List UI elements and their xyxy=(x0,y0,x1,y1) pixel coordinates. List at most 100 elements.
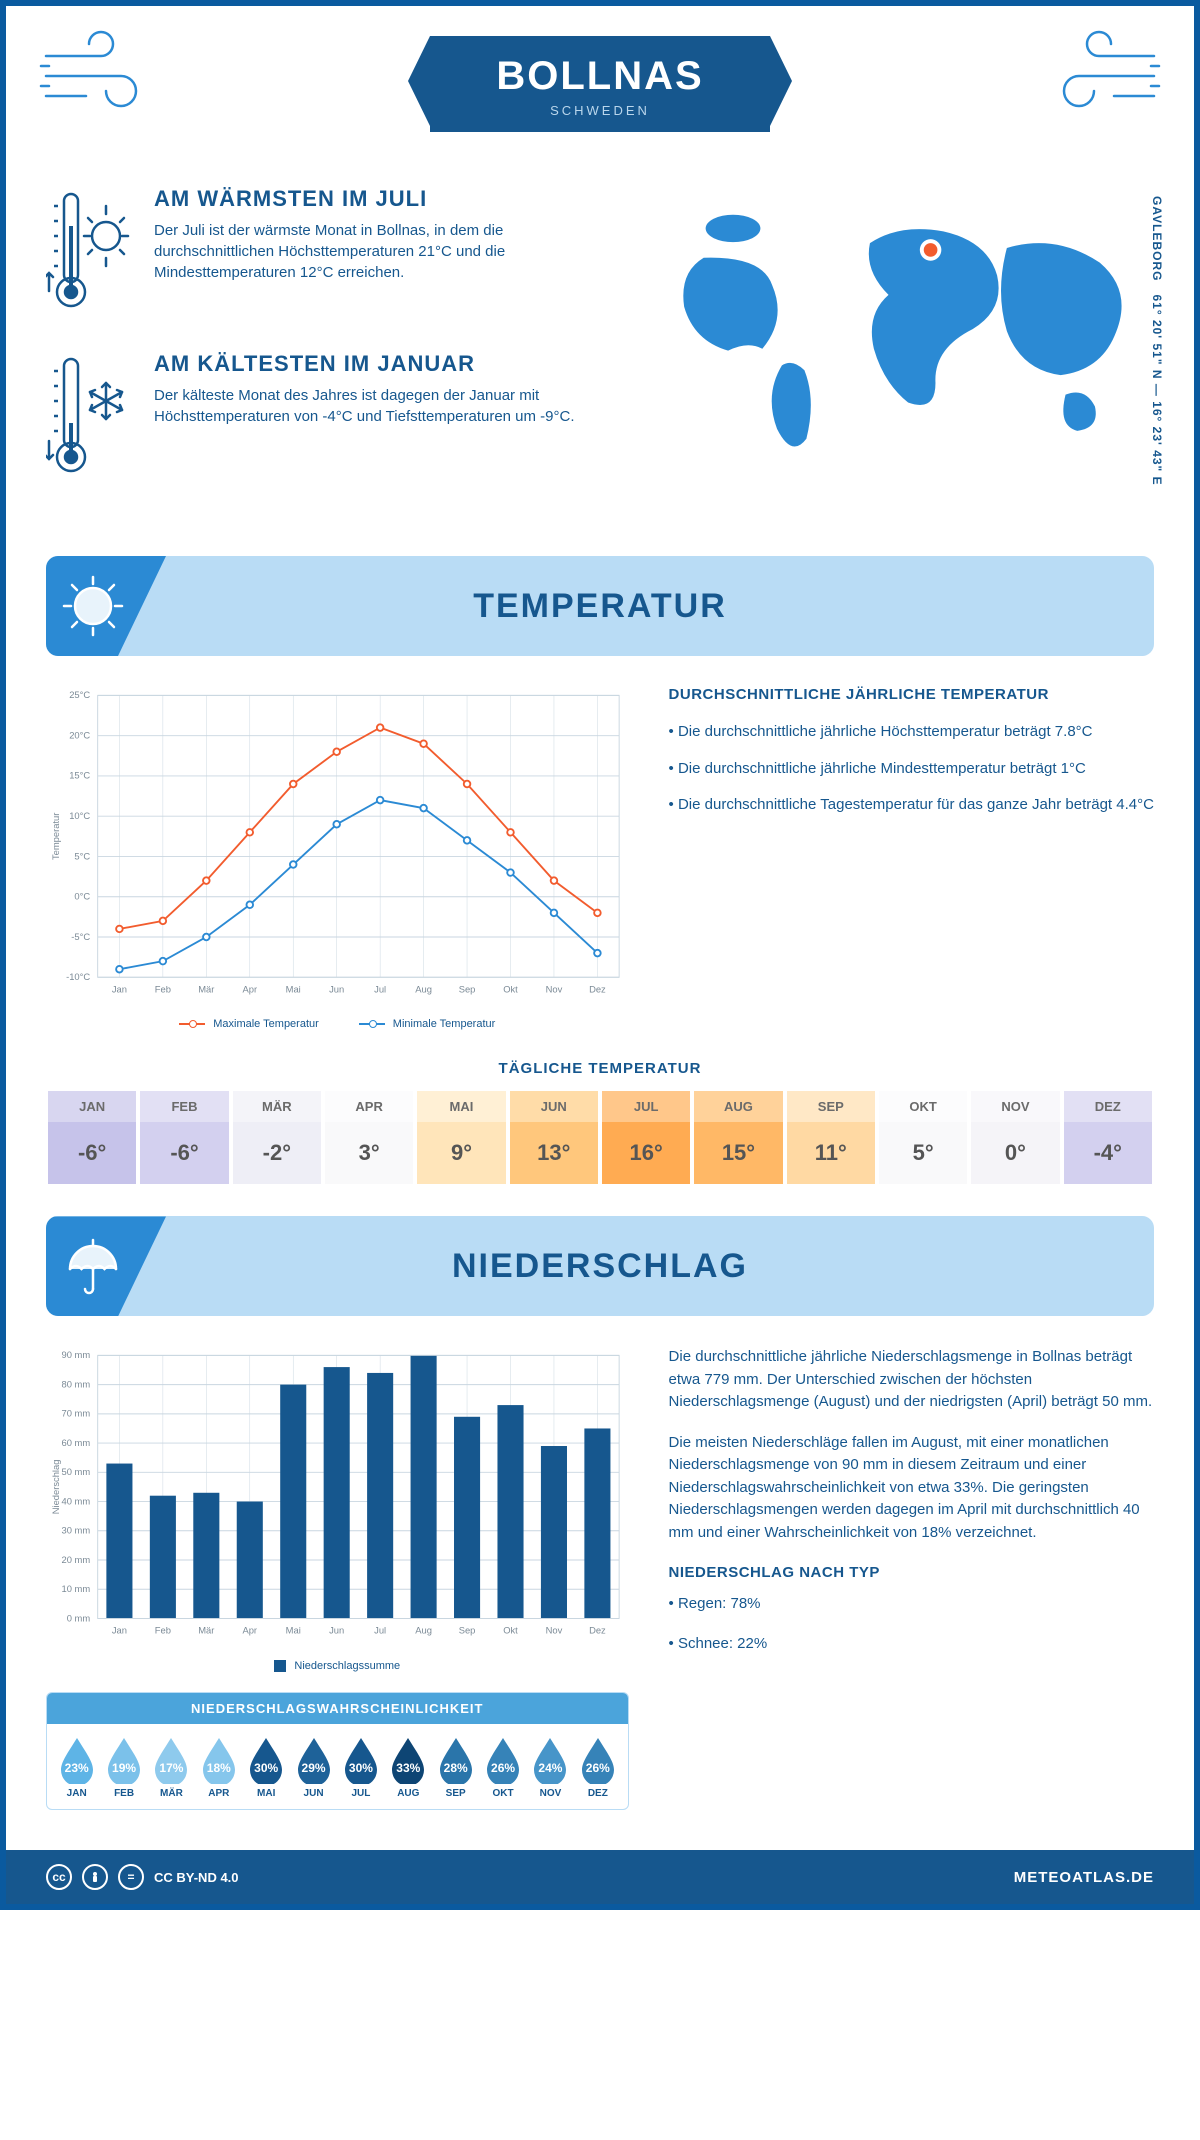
svg-text:Mai: Mai xyxy=(286,983,301,994)
raindrop-icon: 19% xyxy=(104,1736,144,1784)
svg-text:Dez: Dez xyxy=(589,983,606,994)
raindrop-icon: 18% xyxy=(199,1736,239,1784)
raindrop-icon: 17% xyxy=(151,1736,191,1784)
svg-text:0°C: 0°C xyxy=(74,891,90,902)
precip-type-snow: • Schnee: 22% xyxy=(669,1633,1154,1656)
section-precip-bar: NIEDERSCHLAG xyxy=(46,1216,1154,1316)
precip-description: Die durchschnittliche jährliche Niedersc… xyxy=(669,1346,1154,1810)
svg-text:Nov: Nov xyxy=(546,1625,563,1636)
daily-cell: SEP 11° xyxy=(785,1089,877,1186)
warmest-title: AM WÄRMSTEN IM JULI xyxy=(154,186,605,212)
prob-cell: 30% MAI xyxy=(243,1736,290,1799)
thermometer-warm-icon xyxy=(46,186,136,321)
precip-bar-chart: 0 mm10 mm20 mm30 mm40 mm50 mm60 mm70 mm8… xyxy=(46,1346,629,1647)
svg-text:10°C: 10°C xyxy=(69,810,90,821)
temp-legend: Maximale Temperatur Minimale Temperatur xyxy=(46,1018,629,1030)
svg-text:Dez: Dez xyxy=(589,1625,606,1636)
svg-text:30 mm: 30 mm xyxy=(62,1525,91,1536)
daily-cell: NOV 0° xyxy=(969,1089,1061,1186)
coordinates: GAVLEBORG 61° 20' 51" N — 16° 23' 43" E xyxy=(1150,196,1164,486)
raindrop-icon: 26% xyxy=(578,1736,618,1784)
svg-text:-10°C: -10°C xyxy=(66,971,90,982)
footer: cc = CC BY-ND 4.0 METEOATLAS.DE xyxy=(6,1850,1194,1904)
svg-text:Apr: Apr xyxy=(242,1625,257,1636)
daily-cell: JAN -6° xyxy=(46,1089,138,1186)
prob-cell: 30% JUL xyxy=(337,1736,384,1799)
title-banner: BOLLNAS SCHWEDEN xyxy=(430,36,770,132)
map-column: GAVLEBORG 61° 20' 51" N — 16° 23' 43" E xyxy=(645,186,1154,516)
svg-text:Aug: Aug xyxy=(415,983,432,994)
temp-desc-p3: • Die durchschnittliche Tagestemperatur … xyxy=(669,794,1154,817)
cc-icon: cc xyxy=(46,1864,72,1890)
license-text: CC BY-ND 4.0 xyxy=(154,1870,239,1885)
prob-cell: 19% FEB xyxy=(100,1736,147,1799)
coldest-text: Der kälteste Monat des Jahres ist dagege… xyxy=(154,385,605,427)
temp-desc-p1: • Die durchschnittliche jährliche Höchst… xyxy=(669,721,1154,744)
footer-license: cc = CC BY-ND 4.0 xyxy=(46,1864,239,1890)
daily-cell: JUL 16° xyxy=(600,1089,692,1186)
svg-text:20 mm: 20 mm xyxy=(62,1554,91,1565)
svg-text:Okt: Okt xyxy=(503,1625,518,1636)
temperature-description: DURCHSCHNITTLICHE JÄHRLICHE TEMPERATUR •… xyxy=(669,686,1154,1030)
raindrop-icon: 23% xyxy=(57,1736,97,1784)
temperature-row: -10°C-5°C0°C5°C10°C15°C20°C25°CJanFebMär… xyxy=(6,656,1194,1040)
temp-desc-title: DURCHSCHNITTLICHE JÄHRLICHE TEMPERATUR xyxy=(669,686,1154,703)
svg-text:Feb: Feb xyxy=(155,1625,171,1636)
prob-cell: 29% JUN xyxy=(290,1736,337,1799)
climate-summary: AM WÄRMSTEN IM JULI Der Juli ist der wär… xyxy=(46,186,605,516)
daily-cell: MÄR -2° xyxy=(231,1089,323,1186)
svg-text:Jul: Jul xyxy=(374,1625,386,1636)
section-temperature-bar: TEMPERATUR xyxy=(46,556,1154,656)
coldest-title: AM KÄLTESTEN IM JANUAR xyxy=(154,351,605,377)
temp-desc-p2: • Die durchschnittliche jährliche Mindes… xyxy=(669,758,1154,781)
raindrop-icon: 29% xyxy=(294,1736,334,1784)
warmest-block: AM WÄRMSTEN IM JULI Der Juli ist der wär… xyxy=(46,186,605,321)
raindrop-icon: 30% xyxy=(246,1736,286,1784)
svg-text:Jan: Jan xyxy=(112,1625,127,1636)
intro-row: AM WÄRMSTEN IM JULI Der Juli ist der wär… xyxy=(6,166,1194,546)
raindrop-icon: 30% xyxy=(341,1736,381,1784)
precip-prob-title: NIEDERSCHLAGSWAHRSCHEINLICHKEIT xyxy=(47,1693,628,1724)
daily-cell: OKT 5° xyxy=(877,1089,969,1186)
precip-p1: Die durchschnittliche jährliche Niedersc… xyxy=(669,1346,1154,1414)
thermometer-cold-icon xyxy=(46,351,136,486)
raindrop-icon: 33% xyxy=(388,1736,428,1784)
nd-icon: = xyxy=(118,1864,144,1890)
svg-text:Mai: Mai xyxy=(286,1625,301,1636)
daily-cell: MAI 9° xyxy=(415,1089,507,1186)
prob-cell: 24% NOV xyxy=(527,1736,574,1799)
svg-text:Mär: Mär xyxy=(198,983,214,994)
svg-text:40 mm: 40 mm xyxy=(62,1496,91,1507)
daily-temp-table: JAN -6° FEB -6° MÄR -2° APR 3° MAI 9° JU… xyxy=(46,1089,1154,1186)
svg-text:Jan: Jan xyxy=(112,983,127,994)
raindrop-icon: 28% xyxy=(436,1736,476,1784)
svg-text:15°C: 15°C xyxy=(69,770,90,781)
raindrop-icon: 24% xyxy=(530,1736,570,1784)
footer-site: METEOATLAS.DE xyxy=(1014,1869,1154,1886)
precip-row: 0 mm10 mm20 mm30 mm40 mm50 mm60 mm70 mm8… xyxy=(6,1316,1194,1830)
daily-cell: DEZ -4° xyxy=(1062,1089,1154,1186)
wind-icon-right xyxy=(1044,26,1164,126)
by-icon xyxy=(82,1864,108,1890)
svg-text:-5°C: -5°C xyxy=(71,931,90,942)
svg-text:Temperatur: Temperatur xyxy=(50,813,61,860)
daily-temp-title: TÄGLICHE TEMPERATUR xyxy=(6,1060,1194,1077)
prob-cell: 26% DEZ xyxy=(574,1736,621,1799)
temperature-chart: -10°C-5°C0°C5°C10°C15°C20°C25°CJanFebMär… xyxy=(46,686,629,1030)
svg-text:Sep: Sep xyxy=(459,1625,476,1636)
page-subtitle: SCHWEDEN xyxy=(450,103,750,118)
prob-cell: 18% APR xyxy=(195,1736,242,1799)
svg-text:80 mm: 80 mm xyxy=(62,1379,91,1390)
prob-cell: 28% SEP xyxy=(432,1736,479,1799)
prob-cell: 26% OKT xyxy=(479,1736,526,1799)
svg-text:Mär: Mär xyxy=(198,1625,214,1636)
raindrop-icon: 26% xyxy=(483,1736,523,1784)
svg-text:Jun: Jun xyxy=(329,983,344,994)
section-temperature-title: TEMPERATUR xyxy=(46,587,1154,626)
svg-text:90 mm: 90 mm xyxy=(62,1350,91,1361)
svg-text:70 mm: 70 mm xyxy=(62,1408,91,1419)
prob-cell: 33% AUG xyxy=(385,1736,432,1799)
daily-cell: AUG 15° xyxy=(692,1089,784,1186)
svg-text:10 mm: 10 mm xyxy=(62,1584,91,1595)
svg-text:Sep: Sep xyxy=(459,983,476,994)
